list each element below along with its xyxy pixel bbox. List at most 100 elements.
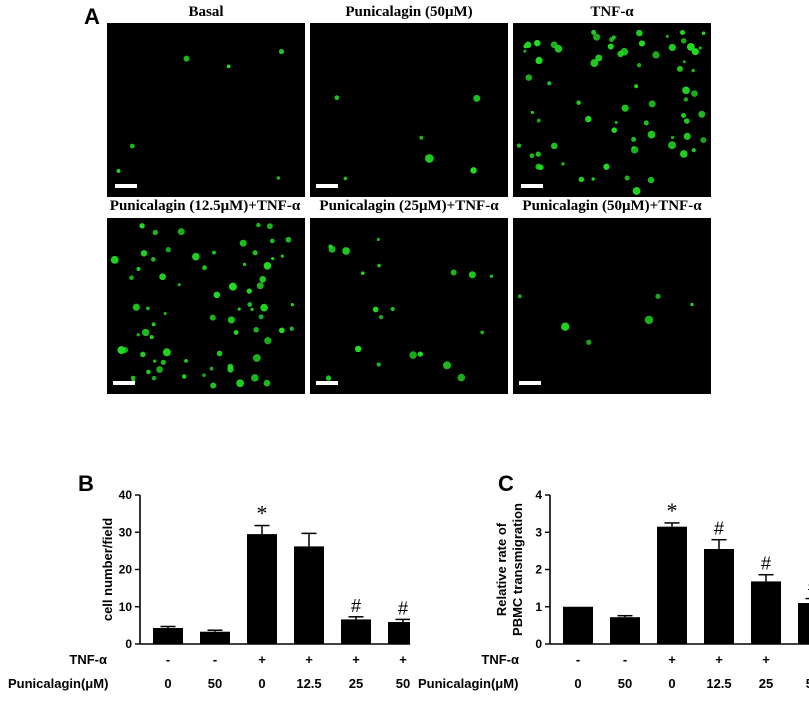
scale-bar — [113, 381, 135, 385]
tnf-row-value: - — [623, 652, 627, 667]
cell-dot — [632, 187, 641, 195]
cell-dot — [129, 143, 135, 149]
cell-dot — [149, 335, 154, 340]
punicalagin-row-value: 0 — [668, 676, 675, 691]
cell-dot — [489, 274, 494, 278]
cell-dot — [409, 351, 417, 359]
cell-dot — [535, 163, 542, 170]
cell-dot — [561, 162, 565, 166]
cell-dot — [116, 168, 121, 174]
cell-dot — [425, 154, 434, 163]
cell-dot — [289, 326, 294, 331]
cell-dot — [683, 97, 689, 102]
cell-dot — [550, 142, 558, 150]
cell-dot — [146, 369, 151, 375]
cell-dot — [153, 359, 157, 363]
micrograph-cells — [517, 293, 694, 345]
cell-dot — [620, 47, 629, 56]
cell-dot — [450, 269, 457, 276]
cell-dot — [691, 148, 696, 153]
cell-dot — [652, 51, 660, 59]
y-tick-label: 30 — [119, 525, 133, 539]
tnf-row-value: - — [576, 652, 580, 667]
cell-dot — [525, 74, 533, 81]
punicalagin-row-value: 50 — [806, 676, 809, 691]
cell-dot — [136, 333, 140, 337]
cell-dot — [372, 306, 379, 313]
micrograph-title-punicalagin-12-5-tnf: Punicalagin (12.5μM)+TNF-α — [109, 198, 301, 214]
cell-dot — [536, 118, 541, 123]
cell-dot — [256, 222, 261, 228]
cell-dot — [595, 54, 603, 62]
cell-dot — [691, 90, 698, 97]
cell-dot — [701, 31, 706, 35]
cell-dot — [252, 354, 261, 362]
y-tick-label: 2 — [535, 563, 542, 577]
cell-dot — [209, 314, 216, 321]
cell-dot — [177, 228, 185, 236]
y-axis-label: Relative rate of — [494, 522, 509, 616]
cell-dot — [132, 303, 140, 311]
cell-dot — [130, 375, 136, 381]
cell-dot — [146, 306, 150, 311]
cell-dot — [328, 245, 336, 253]
cell-dot — [202, 373, 206, 378]
cell-dot — [160, 359, 166, 365]
cell-dot — [140, 250, 148, 257]
punicalagin-row-value: 50 — [618, 676, 632, 691]
micrograph-punicalagin-50-tnf — [513, 218, 711, 394]
panel-label-a: A — [84, 4, 100, 29]
cell-dot — [263, 262, 272, 270]
micrograph-title-punicalagin-50: Punicalagin (50μM) — [345, 4, 473, 20]
cell-dot — [643, 120, 649, 126]
cell-dot — [140, 351, 146, 358]
cell-dot — [443, 361, 451, 370]
bar-chart-c: 0 1 2 3 4 Relative rate of PBMC transmigration… — [418, 488, 809, 691]
tnf-row-label: TNF-α — [69, 652, 107, 667]
significance-marker: # — [351, 596, 361, 616]
scale-bar — [316, 381, 338, 385]
bar — [153, 627, 183, 644]
cell-dot — [343, 176, 348, 181]
cell-dot — [183, 55, 190, 62]
cell-dot — [683, 118, 690, 124]
cell-dot — [417, 351, 423, 357]
cell-dot — [378, 314, 384, 320]
cell-dot — [192, 252, 200, 261]
cell-dot — [607, 43, 614, 50]
bar — [388, 622, 410, 644]
tnf-row-label: TNF-α — [481, 652, 519, 667]
cell-dot — [473, 94, 481, 102]
bar — [798, 603, 809, 644]
cell-dot — [152, 229, 159, 236]
cell-dot — [354, 345, 362, 353]
cell-dot — [591, 29, 597, 35]
cell-dot — [668, 141, 677, 150]
micrograph-cells — [516, 29, 707, 195]
cell-dot — [258, 314, 264, 320]
cell-dot — [524, 41, 532, 49]
cell-dot — [480, 330, 485, 335]
cell-dot — [668, 43, 676, 52]
cell-dot — [647, 130, 656, 139]
punicalagin-row-label: Punicalagin(μM) — [418, 676, 518, 691]
cell-dot — [151, 322, 156, 327]
cell-dot — [609, 36, 615, 43]
tnf-row-value: + — [762, 652, 770, 667]
cell-dot — [691, 48, 699, 56]
cell-dot — [263, 379, 271, 387]
micrograph-tnf — [513, 23, 711, 197]
significance-marker: * — [667, 498, 678, 523]
tnf-row-value: - — [213, 652, 217, 667]
bar — [657, 526, 687, 644]
bar — [247, 534, 277, 644]
punicalagin-row-value: 0 — [258, 676, 265, 691]
bar — [341, 619, 371, 644]
cell-dot — [634, 84, 639, 89]
cell-dot — [535, 151, 541, 157]
y-tick-label: 40 — [119, 488, 133, 502]
cell-dot — [252, 250, 258, 256]
cell-dot — [644, 315, 654, 325]
cell-dot — [591, 177, 595, 181]
cell-dot — [576, 100, 581, 105]
